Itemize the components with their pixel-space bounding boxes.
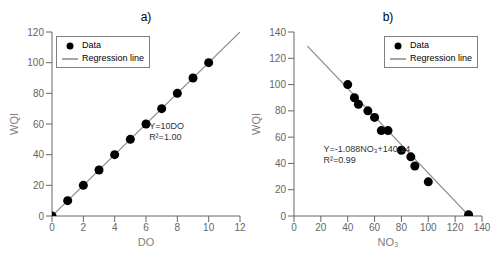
html-text:Data: Data [410,40,429,50]
svg-text:20: 20 [33,180,45,191]
svg-text:0: 0 [280,211,286,222]
svg-text:0: 0 [49,222,55,233]
svg-text:60: 60 [33,119,45,130]
svg-text:0: 0 [291,222,297,233]
html-text:Data: Data [82,40,101,50]
svg-text:12: 12 [234,222,246,233]
svg-text:80: 80 [396,222,408,233]
svg-text:120: 120 [447,222,464,233]
html-text:b): b) [382,10,394,24]
svg-text:0: 0 [38,211,44,222]
svg-text:10: 10 [203,222,215,233]
svg-text:WQI: WQI [250,113,262,135]
svg-text:8: 8 [175,222,181,233]
html-text:a): a) [140,10,152,24]
svg-text:4: 4 [112,222,118,233]
svg-text:60: 60 [369,222,381,233]
svg-text:6: 6 [143,222,149,233]
svg-text:2: 2 [81,222,87,233]
svg-text:120: 120 [269,53,286,64]
svg-text:Y=-1.088NO₃+140.14R²=0.99: Y=-1.088NO₃+140.14R²=0.99 [324,144,411,165]
svg-text:100: 100 [27,57,44,68]
svg-text:Y=10DOR²=1.00: Y=10DOR²=1.00 [149,121,184,142]
svg-text:40: 40 [33,149,45,160]
svg-text:20: 20 [275,184,287,195]
svg-text:60: 60 [275,132,287,143]
svg-text:20: 20 [315,222,327,233]
svg-text:NO₃: NO₃ [378,236,399,248]
html-text:Regression line: Regression line [82,53,144,63]
svg-text:120: 120 [27,27,44,38]
html-text:Regression line: Regression line [410,53,472,63]
svg-text:140: 140 [269,27,286,38]
svg-text:DO: DO [138,236,155,248]
svg-text:80: 80 [275,105,287,116]
svg-text:100: 100 [269,79,286,90]
svg-text:WQI: WQI [8,113,20,135]
svg-text:140: 140 [474,222,491,233]
svg-text:100: 100 [420,222,437,233]
svg-text:40: 40 [342,222,354,233]
svg-text:40: 40 [275,158,287,169]
svg-text:80: 80 [33,88,45,99]
